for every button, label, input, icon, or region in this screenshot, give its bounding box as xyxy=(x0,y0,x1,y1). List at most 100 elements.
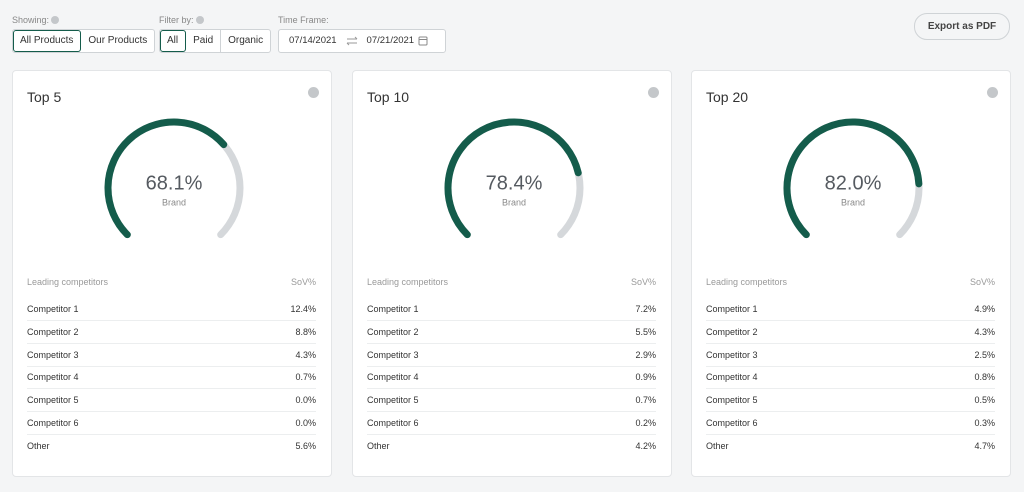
table-row: Competitor 5 0.0% xyxy=(27,389,316,413)
sov-value: 4.7% xyxy=(974,440,995,451)
header-cell: Leading competitors xyxy=(27,277,109,287)
label-text: Showing: xyxy=(12,15,50,25)
table-row: Competitor 3 2.9% xyxy=(367,344,656,367)
sov-value: 5.6% xyxy=(295,440,316,451)
table-header: Leading competitors SoV% xyxy=(27,271,316,293)
gauge-caption: Brand xyxy=(162,197,186,207)
competitor-name: Competitor 2 xyxy=(367,326,419,337)
option-button[interactable]: Organic xyxy=(228,35,264,46)
sov-value: 0.5% xyxy=(974,395,995,406)
table-row: Other 4.2% xyxy=(367,435,656,457)
table-header: Leading competitors SoV% xyxy=(706,271,995,293)
table-header: Leading competitors SoV% xyxy=(367,271,656,293)
table-row: Competitor 4 0.8% xyxy=(706,366,995,390)
table-row: Competitor 1 4.9% xyxy=(706,298,995,321)
card: Top 20 82.0% Brand Leading competitors SoV% C… xyxy=(691,70,1011,477)
card: Top 5 68.1% Brand Leading competitors SoV% Co… xyxy=(12,70,332,477)
gauge-label: 82.0% xyxy=(825,172,882,194)
card-title: Top 5 xyxy=(27,89,62,105)
sov-value: 0.9% xyxy=(635,372,656,383)
sov-value: 8.8% xyxy=(295,326,316,337)
label-text: Filter by: xyxy=(159,15,194,25)
calendar-icon xyxy=(418,36,428,46)
help-icon[interactable] xyxy=(987,87,998,98)
help-icon[interactable] xyxy=(308,87,319,98)
help-icon[interactable] xyxy=(51,16,60,24)
gauge: 78.4% Brand xyxy=(444,118,584,239)
filter-label: Filter by: xyxy=(159,15,271,25)
sov-value: 5.5% xyxy=(635,326,656,337)
card-title: Top 20 xyxy=(706,89,749,105)
competitor-name: Other xyxy=(27,440,50,451)
start-date: 07/14/2021 xyxy=(289,35,337,46)
sov-value: 0.7% xyxy=(635,395,656,406)
option-button[interactable]: All Products xyxy=(13,30,82,52)
gauge-value-arc xyxy=(783,118,923,239)
header-cell: SoV% xyxy=(630,277,656,287)
competitor-name: Competitor 2 xyxy=(706,326,758,337)
sov-value: 0.0% xyxy=(295,395,316,406)
gauge-value-arc xyxy=(444,118,582,239)
competitor-name: Other xyxy=(367,440,390,451)
competitor-name: Competitor 6 xyxy=(27,418,79,428)
header-cell: Leading competitors xyxy=(706,277,788,287)
sov-value: 0.8% xyxy=(974,372,995,383)
help-icon[interactable] xyxy=(195,16,204,24)
table-row: Competitor 5 0.5% xyxy=(706,389,995,413)
table-row: Competitor 2 5.5% xyxy=(367,321,656,344)
option-button[interactable]: Paid xyxy=(186,30,222,52)
competitor-name: Competitor 4 xyxy=(27,372,79,383)
date-range[interactable]: 07/14/2021 07/21/2021 xyxy=(278,29,446,53)
competitor-name: Competitor 5 xyxy=(27,395,79,406)
table-row: Competitor 6 0.2% xyxy=(367,412,656,435)
help-icon[interactable] xyxy=(648,87,659,98)
sov-value: 12.4% xyxy=(290,304,316,314)
table-row: Competitor 4 0.7% xyxy=(27,366,316,390)
table-row: Competitor 3 4.3% xyxy=(27,344,316,367)
competitor-name: Competitor 4 xyxy=(367,372,419,383)
competitor-name: Competitor 5 xyxy=(367,395,419,406)
table-row: Other 5.6% xyxy=(27,435,316,457)
gauge-label: 68.1% xyxy=(146,172,203,194)
gauge-caption: Brand xyxy=(502,197,526,207)
card-title: Top 10 xyxy=(367,89,410,105)
table-row: Other 4.7% xyxy=(706,435,995,457)
sov-value: 4.9% xyxy=(974,304,995,314)
table-row: Competitor 1 12.4% xyxy=(27,298,316,321)
gauge-value-arc xyxy=(104,118,228,239)
sov-value: 4.2% xyxy=(635,440,656,451)
competitor-name: Competitor 1 xyxy=(706,304,758,314)
gauge: 82.0% Brand xyxy=(783,118,923,239)
competitor-name: Competitor 2 xyxy=(27,326,79,337)
competitor-name: Competitor 4 xyxy=(706,372,758,383)
showing-group: All Products Our Products xyxy=(12,29,156,53)
table-row: Competitor 2 4.3% xyxy=(706,321,995,344)
competitor-name: Competitor 3 xyxy=(367,349,419,360)
filter-control: Filter by: All Paid Organic xyxy=(159,15,272,53)
table-row: Competitor 5 0.7% xyxy=(367,389,656,413)
gauge-caption: Brand xyxy=(841,197,865,207)
header-cell: Leading competitors xyxy=(367,277,449,287)
showing-label: Showing: xyxy=(12,15,155,25)
sov-value: 0.0% xyxy=(295,418,316,428)
filter-group: All Paid Organic xyxy=(159,29,272,53)
sov-value: 4.3% xyxy=(974,326,995,337)
timeframe-control: Time Frame: 07/14/2021 07/21/2021 xyxy=(278,15,446,53)
option-button[interactable]: All xyxy=(160,30,187,52)
sov-value: 2.9% xyxy=(635,349,656,360)
export-button[interactable]: Export as PDF xyxy=(914,13,1010,40)
table-row: Competitor 2 8.8% xyxy=(27,321,316,344)
table-row: Competitor 6 0.0% xyxy=(27,412,316,435)
competitor-name: Competitor 1 xyxy=(27,304,79,314)
competitor-name: Competitor 3 xyxy=(706,349,758,360)
option-button[interactable]: Our Products xyxy=(88,35,148,46)
gauge-label: 78.4% xyxy=(486,172,543,194)
card: Top 10 78.4% Brand Leading competitors SoV% C… xyxy=(352,70,672,477)
table-row: Competitor 3 2.5% xyxy=(706,344,995,367)
showing-control: Showing: All Products Our Products xyxy=(12,15,156,53)
sov-value: 0.3% xyxy=(974,418,995,428)
competitor-name: Competitor 3 xyxy=(27,349,79,360)
timeframe-label: Time Frame: xyxy=(278,15,329,25)
sov-value: 0.7% xyxy=(295,372,316,383)
